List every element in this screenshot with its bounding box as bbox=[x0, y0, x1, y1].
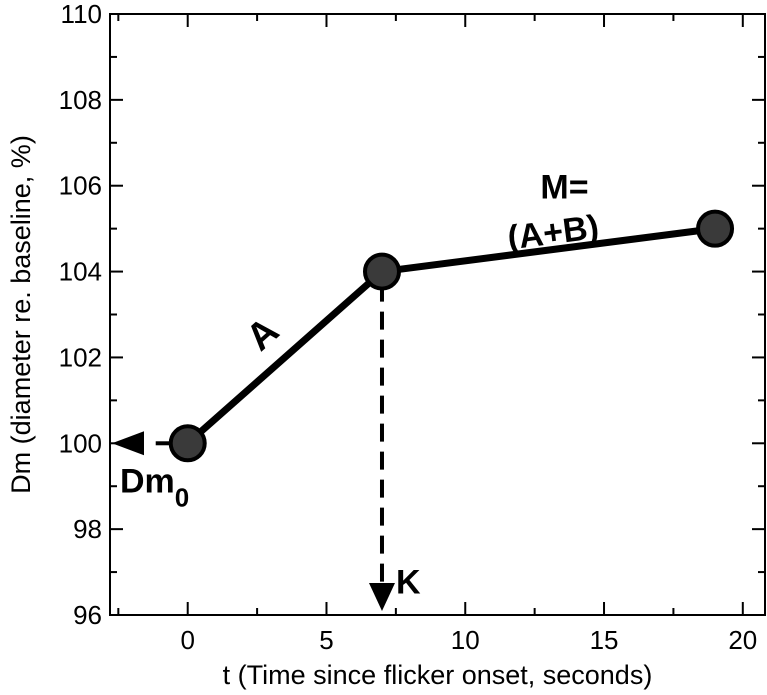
y-axis: 96 98 100 102 104 106 108 110 bbox=[59, 0, 765, 630]
data-point bbox=[168, 424, 207, 463]
baseline-dm-subscript: 0 bbox=[175, 483, 189, 513]
plot-frame bbox=[109, 13, 766, 616]
y-axis-title: Dm (diameter re. baseline, %) bbox=[6, 135, 36, 494]
x-tick-label: 20 bbox=[728, 625, 757, 655]
x-tick-label: 10 bbox=[451, 625, 480, 655]
knee-arrowhead bbox=[368, 583, 395, 611]
baseline-dm-text: Dm bbox=[120, 463, 175, 501]
y-tick-label: 108 bbox=[59, 85, 102, 115]
x-tick-label: 5 bbox=[319, 625, 333, 655]
segment-a-label: A bbox=[239, 310, 287, 360]
segment-m-label-line1: M= bbox=[540, 169, 588, 207]
y-tick-label: 96 bbox=[73, 600, 102, 630]
x-axis-title: t (Time since flicker onset, seconds) bbox=[223, 660, 653, 690]
data-point bbox=[696, 209, 735, 248]
annotations bbox=[112, 283, 395, 611]
plot-border bbox=[109, 13, 766, 616]
data-point bbox=[362, 252, 401, 291]
y-tick-label: 100 bbox=[59, 428, 102, 458]
y-tick-label: 104 bbox=[59, 257, 102, 287]
y-tick-label: 110 bbox=[61, 0, 102, 29]
y-tick-label: 102 bbox=[59, 342, 102, 372]
baseline-arrowhead bbox=[112, 431, 144, 456]
baseline-dm0-label: Dm0 bbox=[120, 463, 189, 513]
y-tick-label: 106 bbox=[59, 171, 102, 201]
x-tick-label: 0 bbox=[180, 625, 194, 655]
x-axis: 0 5 10 15 20 bbox=[117, 14, 757, 655]
segment-m-label-line2: (A+B) bbox=[505, 208, 601, 257]
y-tick-label: 98 bbox=[73, 514, 102, 544]
knee-k-label: K bbox=[396, 564, 421, 602]
x-tick-label: 15 bbox=[590, 625, 619, 655]
series-layer bbox=[168, 209, 735, 463]
